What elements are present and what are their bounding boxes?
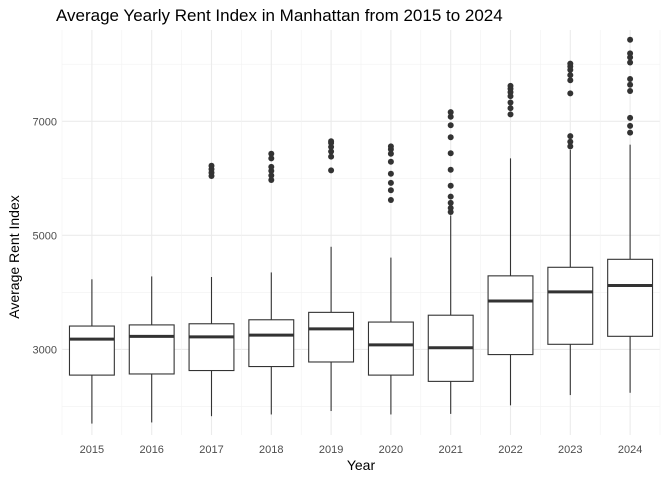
- box-2016: [128, 276, 175, 423]
- outlier-point: [328, 153, 335, 160]
- iqr-box: [248, 319, 295, 368]
- outlier-point: [268, 172, 275, 179]
- box-2018: [248, 150, 295, 415]
- box-series: [68, 36, 654, 424]
- iqr-box: [607, 258, 654, 337]
- outlier-point: [627, 50, 634, 57]
- box-2021: [427, 109, 474, 414]
- y-axis-label: Average Rent Index: [6, 195, 22, 319]
- x-tick-label: 2023: [558, 444, 582, 456]
- outlier-point: [447, 150, 454, 157]
- outlier-point: [627, 122, 634, 129]
- outlier-point: [387, 158, 394, 165]
- iqr-box: [308, 311, 355, 363]
- iqr-box: [547, 266, 594, 345]
- iqr-box: [367, 321, 414, 376]
- x-tick-label: 2021: [438, 444, 462, 456]
- box-2015: [68, 279, 115, 424]
- outlier-point: [567, 138, 574, 145]
- outlier-point: [447, 193, 454, 200]
- outlier-point: [387, 170, 394, 177]
- outlier-point: [328, 167, 335, 174]
- iqr-box: [68, 325, 115, 376]
- iqr-box: [128, 324, 175, 375]
- x-tick-label: 2020: [379, 444, 403, 456]
- outlier-point: [328, 148, 335, 155]
- outlier-point: [387, 150, 394, 157]
- outlier-point: [567, 77, 574, 84]
- box-2020: [367, 143, 414, 415]
- outlier-point: [567, 72, 574, 79]
- x-tick-label: 2024: [618, 444, 642, 456]
- y-tick-label: 7000: [33, 116, 57, 128]
- iqr-box: [188, 323, 235, 372]
- outlier-point: [447, 113, 454, 120]
- y-axis-ticks: 3000 5000 7000: [33, 116, 57, 356]
- outlier-point: [387, 179, 394, 186]
- x-axis-label: Year: [347, 457, 376, 473]
- x-tick-label: 2019: [319, 444, 343, 456]
- outlier-point: [447, 166, 454, 173]
- y-tick-label: 5000: [33, 230, 57, 242]
- outlier-point: [507, 82, 514, 89]
- outlier-point: [387, 196, 394, 203]
- outlier-point: [328, 138, 335, 145]
- outlier-point: [447, 182, 454, 189]
- x-tick-label: 2016: [139, 444, 163, 456]
- outlier-point: [567, 60, 574, 67]
- iqr-box: [487, 275, 534, 356]
- outlier-point: [507, 99, 514, 106]
- outlier-point: [627, 59, 634, 66]
- outlier-point: [387, 187, 394, 194]
- box-2017: [188, 162, 235, 417]
- x-tick-label: 2017: [199, 444, 223, 456]
- outlier-point: [507, 105, 514, 112]
- outlier-point: [627, 76, 634, 83]
- outlier-point: [567, 90, 574, 97]
- outlier-point: [627, 81, 634, 88]
- outlier-point: [268, 177, 275, 184]
- outlier-point: [268, 150, 275, 157]
- outlier-point: [447, 109, 454, 116]
- box-2022: [487, 82, 534, 406]
- x-tick-label: 2022: [498, 444, 522, 456]
- y-tick-label: 3000: [33, 344, 57, 356]
- outlier-point: [447, 199, 454, 206]
- outlier-point: [447, 134, 454, 141]
- outlier-point: [268, 163, 275, 170]
- outlier-point: [627, 129, 634, 136]
- box-2019: [308, 138, 355, 412]
- outlier-point: [627, 114, 634, 121]
- x-tick-label: 2015: [80, 444, 104, 456]
- outlier-point: [627, 88, 634, 95]
- outlier-point: [567, 133, 574, 140]
- chart-title: Average Yearly Rent Index in Manhattan f…: [56, 6, 503, 25]
- box-2024: [607, 36, 654, 393]
- outlier-point: [507, 111, 514, 118]
- outlier-point: [387, 143, 394, 150]
- outlier-point: [447, 122, 454, 129]
- outlier-point: [627, 36, 634, 43]
- outlier-point: [447, 204, 454, 211]
- outlier-point: [567, 143, 574, 150]
- outlier-point: [208, 162, 215, 169]
- x-tick-label: 2018: [259, 444, 283, 456]
- box-2023: [547, 60, 594, 396]
- outlier-point: [268, 155, 275, 162]
- x-axis-ticks: 2015 2016 2017 2018 2019 2020 2021 2022 2023 2024: [80, 444, 643, 456]
